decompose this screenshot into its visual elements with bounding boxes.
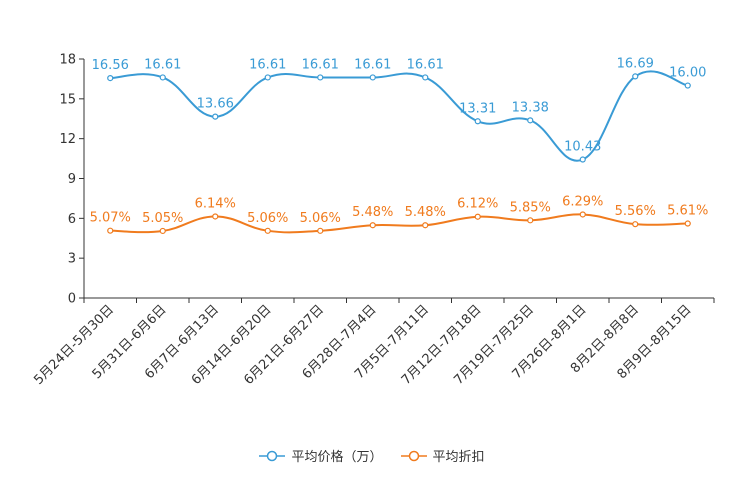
data-point <box>160 75 165 80</box>
data-label: 5.06% <box>300 211 341 226</box>
data-label: 6.12% <box>457 197 498 212</box>
legend-price-marker-icon <box>259 449 285 463</box>
data-point <box>370 75 375 80</box>
data-label: 16.61 <box>302 57 339 72</box>
data-label: 13.31 <box>459 101 496 116</box>
data-point <box>108 76 113 81</box>
data-label: 5.07% <box>90 211 131 226</box>
data-point <box>318 75 323 80</box>
series-line-1 <box>110 214 688 232</box>
data-label: 5.61% <box>667 204 708 219</box>
data-label: 5.48% <box>405 205 446 220</box>
data-label: 13.66 <box>197 97 234 112</box>
y-tick-label: 6 <box>68 212 76 227</box>
legend-discount-label: 平均折扣 <box>433 446 485 465</box>
data-point <box>213 214 218 219</box>
data-label: 16.56 <box>92 58 129 73</box>
data-point <box>528 218 533 223</box>
data-label: 6.29% <box>562 194 603 209</box>
data-label: 5.06% <box>247 211 288 226</box>
data-label: 13.38 <box>512 100 549 115</box>
legend-item-price[interactable]: 平均价格（万） <box>259 446 382 465</box>
data-point <box>160 228 165 233</box>
legend-item-discount[interactable]: 平均折扣 <box>401 446 485 465</box>
data-label: 16.69 <box>617 56 654 71</box>
data-point <box>265 228 270 233</box>
y-tick-label: 3 <box>68 252 76 267</box>
data-point <box>265 75 270 80</box>
data-point <box>685 221 690 226</box>
data-point <box>108 228 113 233</box>
data-point <box>580 212 585 217</box>
data-label: 5.56% <box>615 204 656 219</box>
chart-series-layer: 16.56 16.61 13.66 16.61 16.61 16.61 16.61 13.31… <box>90 56 709 233</box>
data-point <box>370 223 375 228</box>
data-point <box>318 228 323 233</box>
chart-legend: 平均价格（万） 平均折扣 <box>0 446 744 465</box>
y-tick-label: 9 <box>68 172 76 187</box>
data-point <box>633 222 638 227</box>
data-point <box>580 157 585 162</box>
data-label: 5.85% <box>510 200 551 215</box>
data-point <box>475 119 480 124</box>
data-label: 16.61 <box>249 57 286 72</box>
data-label: 16.61 <box>354 57 391 72</box>
data-point <box>633 74 638 79</box>
data-point <box>213 114 218 119</box>
data-point <box>528 118 533 123</box>
y-tick-label: 12 <box>59 132 76 147</box>
data-point <box>685 83 690 88</box>
data-label: 16.61 <box>407 57 444 72</box>
data-point <box>423 75 428 80</box>
data-label: 5.48% <box>352 205 393 220</box>
data-point <box>475 214 480 219</box>
data-label: 10.43 <box>564 140 601 155</box>
y-tick-label: 15 <box>59 92 76 107</box>
data-label: 16.61 <box>144 57 181 72</box>
y-tick-label: 18 <box>59 53 76 68</box>
y-tick-label: 0 <box>68 292 76 307</box>
data-point <box>423 223 428 228</box>
data-label: 16.00 <box>669 66 706 81</box>
line-chart: 03691215185月24日-5月30日5月31日-6月6日6月7日-6月13… <box>0 0 744 496</box>
data-label: 5.05% <box>142 211 183 226</box>
data-label: 6.14% <box>195 196 236 211</box>
legend-discount-marker-icon <box>401 449 427 463</box>
legend-price-label: 平均价格（万） <box>291 446 382 465</box>
